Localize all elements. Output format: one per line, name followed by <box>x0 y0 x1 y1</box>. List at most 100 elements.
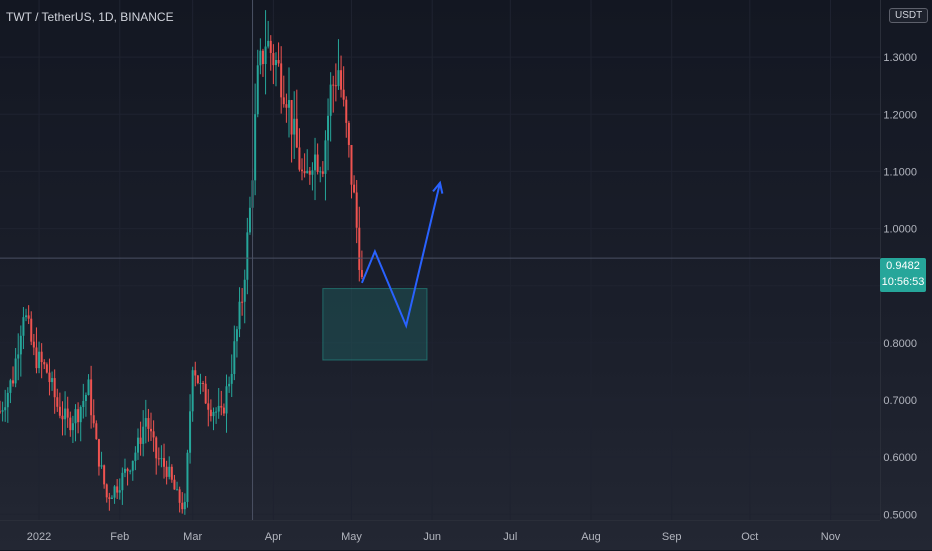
candle-body <box>183 501 186 510</box>
price-tick-label: 0.8000 <box>883 338 917 350</box>
time-tick-label: Jul <box>503 531 517 543</box>
candle-body <box>199 383 202 385</box>
candle-body <box>298 147 301 170</box>
candle-body <box>196 375 199 384</box>
demand-zone-rectangle <box>322 288 428 361</box>
candle-body <box>345 99 348 123</box>
candle-body <box>108 497 111 499</box>
candle-body <box>290 100 293 135</box>
candle-body <box>95 423 98 440</box>
candle-body <box>51 378 54 383</box>
candle-body <box>259 50 262 66</box>
candle-body <box>105 484 108 498</box>
candle-body <box>215 411 218 413</box>
candle-body <box>267 40 270 47</box>
candle-body <box>40 351 43 363</box>
candle-body <box>134 452 137 461</box>
candle-body <box>131 460 134 471</box>
candle-body <box>217 405 220 412</box>
candle-body <box>43 362 46 365</box>
candle-body <box>233 341 236 374</box>
candle-body <box>256 65 259 115</box>
candle-body <box>56 397 59 407</box>
candle-body <box>189 411 192 453</box>
candle-body <box>181 502 184 510</box>
candle-body <box>123 468 126 473</box>
candle-body <box>204 383 207 404</box>
candle-body <box>303 171 306 174</box>
candle-body <box>25 315 28 318</box>
time-axis-ticks: 2022 Feb Mar Apr May Jun Jul Aug Sep Oct Nov <box>27 531 841 543</box>
last-price-countdown: 10:56:53 <box>881 276 925 288</box>
candle-body <box>129 470 132 472</box>
projection-arrowhead <box>432 180 444 194</box>
candle-body <box>66 408 69 418</box>
candle-body <box>14 358 17 384</box>
candle-body <box>202 383 205 385</box>
candle-body <box>150 428 153 432</box>
candle-body <box>332 84 335 86</box>
candle-body <box>38 351 41 369</box>
time-axis[interactable] <box>0 520 880 551</box>
candle-body <box>157 458 160 460</box>
candle-body <box>243 279 246 302</box>
last-price-tag: 0.9482 10:56:53 <box>880 258 926 292</box>
candle-body <box>314 154 317 171</box>
time-tick-label: Aug <box>581 531 601 543</box>
candle-body <box>69 417 72 431</box>
currency-badge[interactable]: USDT <box>889 8 929 23</box>
candle-body <box>30 318 33 342</box>
candle-body <box>113 486 116 498</box>
candle-body <box>225 386 228 414</box>
candle-body <box>1 410 4 412</box>
candle-body <box>100 465 103 467</box>
candle-body <box>121 472 124 491</box>
price-tick-label: 1.0000 <box>883 224 917 236</box>
time-tick-label: 2022 <box>27 531 51 543</box>
candle-body <box>334 85 337 87</box>
candle-body <box>285 104 288 108</box>
candle-body <box>301 169 304 172</box>
candle-body <box>235 329 238 342</box>
projection-path <box>360 182 441 329</box>
time-tick-label: Sep <box>662 531 682 543</box>
candle-body <box>17 354 20 359</box>
price-tick-label: 1.3000 <box>883 52 917 64</box>
candle-body <box>160 458 163 460</box>
candle-body <box>238 301 241 330</box>
candle-body <box>272 52 275 66</box>
candle-body <box>274 59 277 66</box>
candle-body <box>116 486 119 493</box>
candle-body <box>186 452 189 502</box>
candle-body <box>64 408 67 420</box>
time-tick-label: Mar <box>183 531 202 543</box>
candle-body <box>287 100 290 108</box>
candle-body <box>319 171 322 173</box>
candle-body <box>327 115 330 141</box>
candle-body <box>220 405 223 408</box>
candle-body <box>110 497 113 499</box>
candle-body <box>53 378 56 398</box>
candle-body <box>329 84 332 116</box>
candle-body <box>165 466 168 477</box>
symbol-title: TWT / TetherUS, 1D, BINANCE <box>6 10 174 24</box>
price-tick-label: 1.2000 <box>883 109 917 121</box>
candle-body <box>6 392 9 408</box>
candle-body <box>277 59 280 64</box>
time-tick-label: Apr <box>265 531 282 543</box>
candle-body <box>173 479 176 490</box>
candle-body <box>337 70 340 87</box>
candle-body <box>261 50 264 65</box>
candle-body <box>308 170 311 175</box>
candle-body <box>19 335 22 355</box>
candle-body <box>316 154 319 172</box>
time-tick-label: Jun <box>423 531 441 543</box>
candle-body <box>358 227 361 270</box>
chart-grid <box>0 0 880 520</box>
candle-body <box>353 184 356 193</box>
candle-body <box>118 490 121 493</box>
time-tick-label: Oct <box>741 531 758 543</box>
candle-body <box>311 170 314 175</box>
candle-body <box>61 415 64 420</box>
